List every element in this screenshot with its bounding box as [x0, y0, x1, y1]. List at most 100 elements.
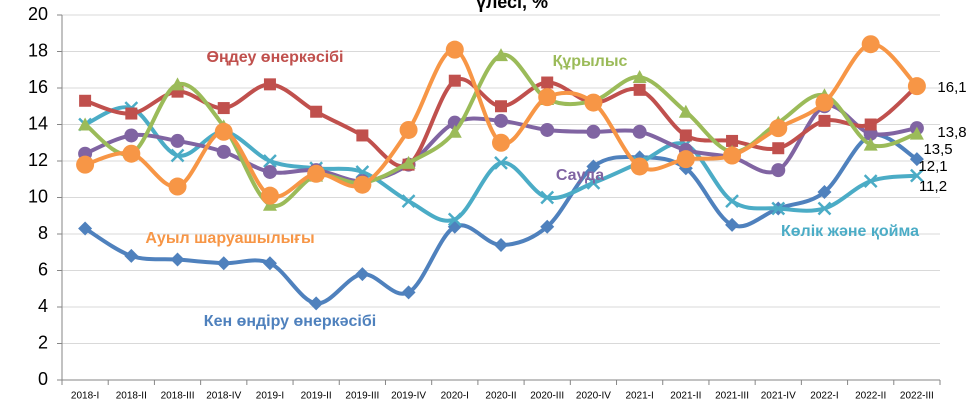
marker [170, 148, 185, 163]
marker [124, 128, 139, 143]
marker [676, 150, 695, 169]
marker [861, 35, 880, 54]
series-label: Өңдеу өнеркәсібі [207, 49, 344, 66]
x-tick-label: 2019-III [345, 391, 379, 402]
marker [817, 185, 832, 200]
value-label: 12,1 [918, 158, 947, 175]
marker [494, 113, 508, 128]
marker [76, 155, 95, 174]
y-tick-label: 14 [28, 113, 48, 133]
marker [78, 221, 93, 236]
marker [725, 194, 739, 209]
marker [678, 104, 693, 118]
value-label: 16,1 [937, 79, 966, 96]
marker [541, 76, 554, 89]
marker [910, 168, 924, 183]
x-tick-label: 2022-III [900, 391, 934, 402]
marker [586, 176, 601, 190]
y-tick-label: 16 [28, 77, 48, 97]
marker [216, 144, 231, 159]
marker [769, 119, 788, 138]
marker [863, 137, 878, 151]
y-tick-label: 20 [28, 4, 48, 24]
marker [909, 126, 924, 140]
x-tick-label: 2018-I [71, 391, 99, 402]
marker [540, 219, 555, 234]
marker [260, 186, 279, 205]
marker [630, 157, 649, 176]
marker [78, 117, 93, 131]
y-tick-label: 10 [28, 186, 48, 206]
series [76, 35, 926, 205]
marker [723, 146, 742, 165]
marker [309, 296, 324, 311]
marker [401, 155, 416, 169]
x-tick-label: 2018-II [116, 391, 147, 402]
series-label: Сауда [556, 167, 604, 184]
series-label: Құрылыс [553, 53, 628, 70]
marker [353, 175, 372, 194]
y-tick-label: 6 [38, 259, 48, 279]
marker [492, 133, 510, 152]
marker [679, 129, 692, 142]
marker [263, 154, 277, 168]
marker [125, 107, 138, 120]
marker [540, 122, 555, 137]
x-tick-label: 2019-IV [391, 391, 426, 402]
marker [355, 267, 370, 282]
marker [445, 40, 464, 59]
marker [586, 124, 601, 139]
marker [168, 177, 187, 196]
marker [909, 152, 924, 167]
marker [815, 93, 834, 112]
marker [401, 194, 416, 209]
y-tick-label: 8 [38, 223, 48, 243]
value-label: 13,5 [923, 141, 952, 158]
marker [817, 201, 832, 216]
marker [771, 163, 786, 178]
x-tick-label: 2018-IV [206, 391, 241, 402]
x-tick-label: 2020-II [485, 391, 516, 402]
series [78, 128, 924, 311]
marker [170, 252, 185, 267]
marker [494, 155, 508, 170]
value-label: 13,8 [937, 124, 966, 141]
marker [447, 212, 462, 227]
series-label: Кен өндіру өнеркәсібі [204, 313, 376, 330]
marker [399, 120, 418, 139]
x-tick-label: 2019-II [301, 391, 332, 402]
marker [632, 124, 647, 139]
x-tick-label: 2021-II [670, 391, 701, 402]
marker [263, 78, 276, 91]
x-tick-label: 2018-III [161, 391, 195, 402]
marker [79, 94, 92, 107]
series-label: Көлік және қойма [781, 223, 919, 240]
marker [447, 124, 462, 138]
marker [584, 93, 603, 112]
x-tick-label: 2019-I [256, 391, 284, 402]
marker [540, 190, 555, 205]
marker [907, 77, 926, 96]
x-tick-label: 2021-IV [761, 391, 796, 402]
marker [401, 285, 416, 300]
marker [586, 159, 601, 174]
y-tick-label: 0 [38, 369, 48, 389]
marker [494, 237, 508, 252]
marker [262, 256, 277, 271]
marker [214, 122, 233, 141]
y-tick-label: 2 [38, 332, 48, 352]
marker [310, 105, 323, 118]
y-tick-label: 4 [38, 296, 48, 316]
marker [448, 74, 461, 87]
value-label: 11,2 [919, 178, 947, 195]
marker [772, 142, 785, 155]
x-tick-label: 2020-III [530, 391, 564, 402]
marker [170, 77, 185, 91]
x-tick-label: 2020-IV [576, 391, 611, 402]
marker [217, 102, 230, 115]
y-tick-label: 12 [28, 150, 48, 170]
series [78, 48, 924, 211]
marker [771, 201, 786, 216]
x-tick-label: 2021-III [715, 391, 749, 402]
line [83, 52, 918, 209]
